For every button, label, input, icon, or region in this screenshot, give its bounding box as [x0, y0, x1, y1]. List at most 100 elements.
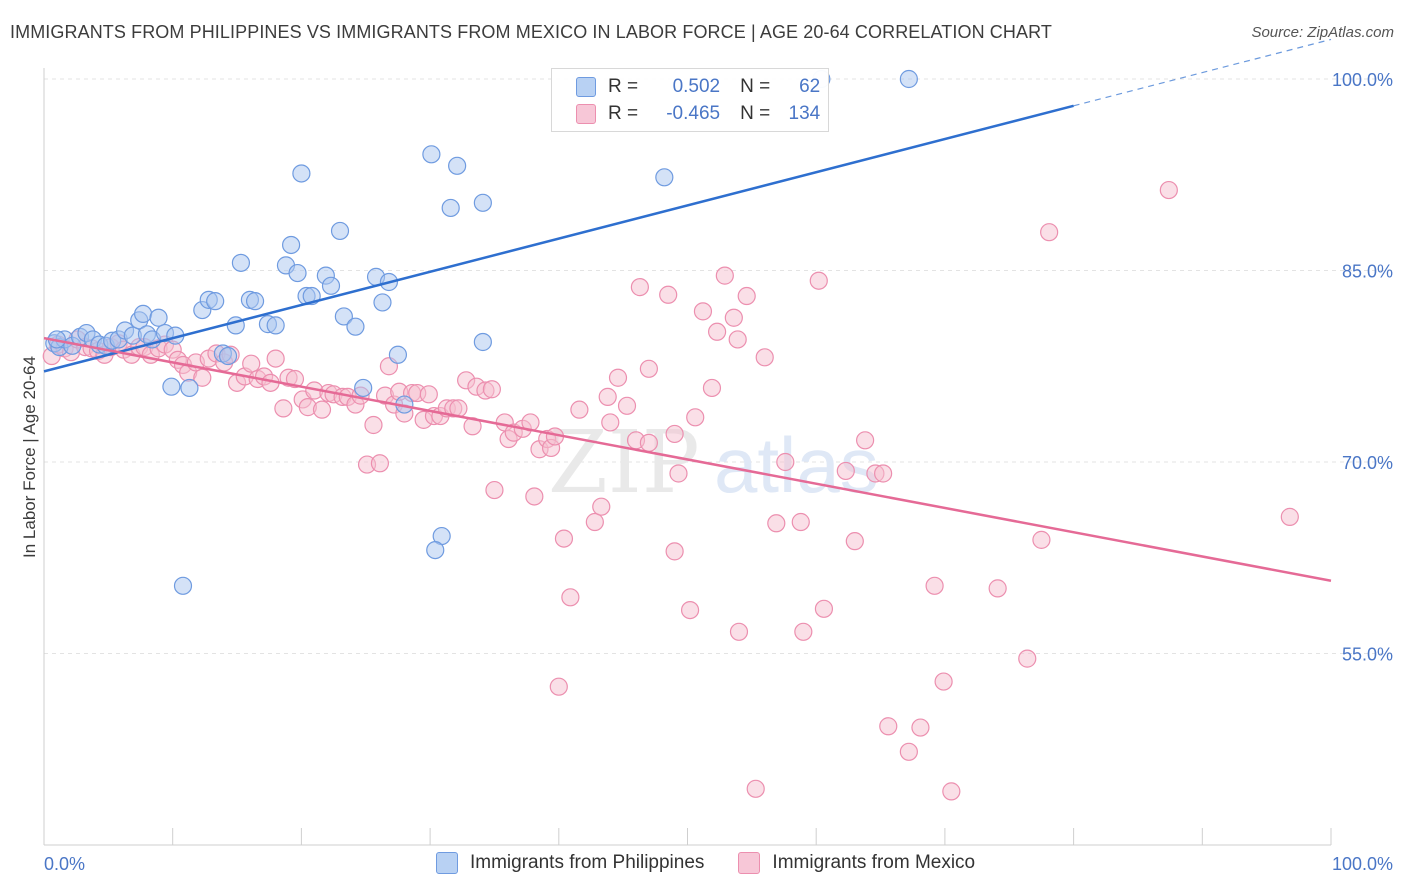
point-mexico [370, 454, 390, 473]
trend-lines [43, 38, 1332, 582]
point-mexico [639, 359, 658, 378]
point-mexico [570, 400, 589, 419]
x-tick-label: 100.0% [1332, 854, 1393, 874]
axes [43, 68, 1332, 846]
point-mexico [879, 717, 898, 736]
point-philippines [441, 198, 460, 218]
point-philippines [655, 168, 674, 187]
point-mexico [659, 285, 678, 304]
point-philippines [448, 156, 467, 175]
point-mexico [274, 399, 293, 418]
y-tick-label: 100.0% [1332, 70, 1393, 90]
legend-swatch-blue [576, 77, 596, 97]
point-mexico [942, 782, 961, 801]
point-mexico [791, 512, 810, 532]
watermark-atlas: atlas [714, 421, 879, 509]
legend-n-label: N = [740, 76, 771, 97]
point-philippines [173, 576, 193, 595]
stats-legend: R = 0.502 N = 62 R = -0.465 N = 134 [551, 68, 829, 132]
point-philippines [334, 307, 353, 326]
point-mexico [1040, 223, 1059, 242]
point-mexico [934, 672, 953, 691]
point-mexico [809, 271, 828, 290]
point-mexico [911, 718, 930, 737]
point-mexico [845, 532, 864, 551]
trend-mexico [43, 336, 1332, 582]
point-philippines [149, 308, 168, 327]
point-mexico [794, 622, 813, 641]
legend-r-label: R = [608, 103, 639, 124]
point-philippines [899, 69, 918, 89]
legend-swatch-philippines [436, 852, 458, 874]
point-philippines [388, 345, 408, 364]
point-mexico [856, 431, 875, 450]
trend-philippines [43, 104, 1074, 373]
legend-r-value: -0.465 [666, 103, 721, 124]
point-mexico [608, 368, 628, 387]
legend-swatch-pink [576, 104, 596, 124]
point-philippines [206, 292, 225, 311]
point-mexico [755, 348, 774, 367]
y-tick-label: 85.0% [1342, 262, 1393, 282]
point-mexico [1032, 530, 1051, 549]
y-tick-label: 70.0% [1342, 453, 1393, 473]
point-mexico [814, 599, 834, 618]
point-philippines [346, 317, 365, 336]
point-mexico [598, 387, 617, 406]
point-mexico [525, 487, 544, 506]
point-mexico [665, 542, 684, 561]
point-mexico [746, 779, 765, 798]
point-mexico [724, 308, 743, 327]
source-label: Source: ZipAtlas.com [1251, 24, 1394, 41]
point-mexico [1018, 649, 1037, 668]
point-mexico [585, 512, 604, 532]
point-mexico [554, 529, 574, 548]
point-mexico [482, 380, 501, 399]
point-philippines [288, 263, 307, 283]
point-philippines [321, 276, 341, 295]
point-mexico [419, 385, 438, 404]
series-legend: Immigrants from Philippines Immigrants f… [436, 852, 975, 874]
point-philippines [162, 377, 181, 396]
legend-n-value: 134 [788, 103, 821, 124]
point-mexico [312, 400, 332, 419]
point-mexico [737, 286, 756, 306]
point-mexico [836, 461, 855, 481]
point-mexico [561, 588, 580, 607]
point-philippines [133, 304, 153, 324]
point-mexico [592, 497, 611, 516]
legend-row-philippines: R = 0.502 N = 62 [576, 74, 820, 100]
point-mexico [665, 424, 684, 444]
point-philippines [282, 235, 301, 255]
point-mexico [686, 408, 705, 427]
point-mexico [485, 480, 504, 500]
watermark: ZIP atlas [548, 413, 879, 513]
point-mexico [364, 415, 383, 435]
legend-n-label: N = [740, 103, 771, 124]
point-mexico [630, 277, 649, 297]
point-mexico [728, 330, 747, 349]
point-mexico [693, 302, 713, 321]
point-philippines [373, 293, 392, 312]
point-mexico [767, 514, 786, 533]
point-mexico [925, 576, 944, 595]
point-mexico [285, 369, 305, 389]
y-tick-label: 55.0% [1342, 645, 1393, 665]
point-philippines [266, 316, 285, 335]
point-mexico [617, 396, 637, 415]
series-philippines-points [45, 69, 918, 595]
point-mexico [715, 266, 734, 285]
point-mexico [874, 464, 893, 483]
trend-philippines-extension [1073, 38, 1332, 107]
x-tick-label: 0.0% [44, 854, 85, 874]
point-mexico [549, 677, 568, 696]
legend-label-philippines: Immigrants from Philippines [470, 852, 705, 873]
point-philippines [245, 292, 265, 311]
legend-row-mexico: R = -0.465 N = 134 [576, 101, 820, 127]
point-philippines [422, 145, 441, 164]
y-axis-title: In Labor Force | Age 20-64 [20, 356, 39, 558]
point-mexico [266, 349, 285, 368]
point-mexico [242, 354, 261, 373]
point-philippines [473, 193, 492, 212]
